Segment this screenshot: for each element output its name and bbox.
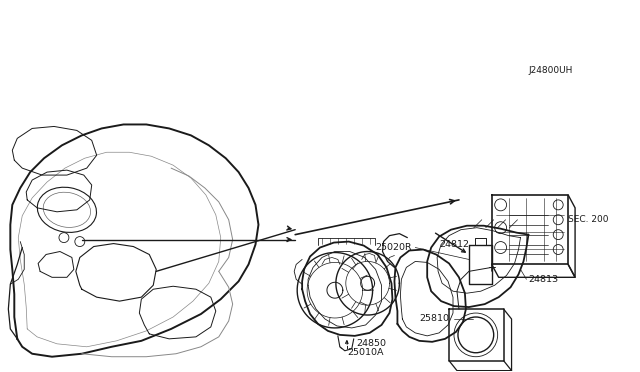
Text: 25010A: 25010A xyxy=(348,348,384,357)
Text: 25020R: 25020R xyxy=(376,243,412,252)
Text: 24813: 24813 xyxy=(529,275,559,284)
Text: J24800UH: J24800UH xyxy=(529,66,573,76)
Text: 24812: 24812 xyxy=(439,240,469,249)
Text: 24850: 24850 xyxy=(356,339,387,348)
Text: SEC. 200: SEC. 200 xyxy=(568,215,609,224)
Text: 25810: 25810 xyxy=(419,314,449,324)
